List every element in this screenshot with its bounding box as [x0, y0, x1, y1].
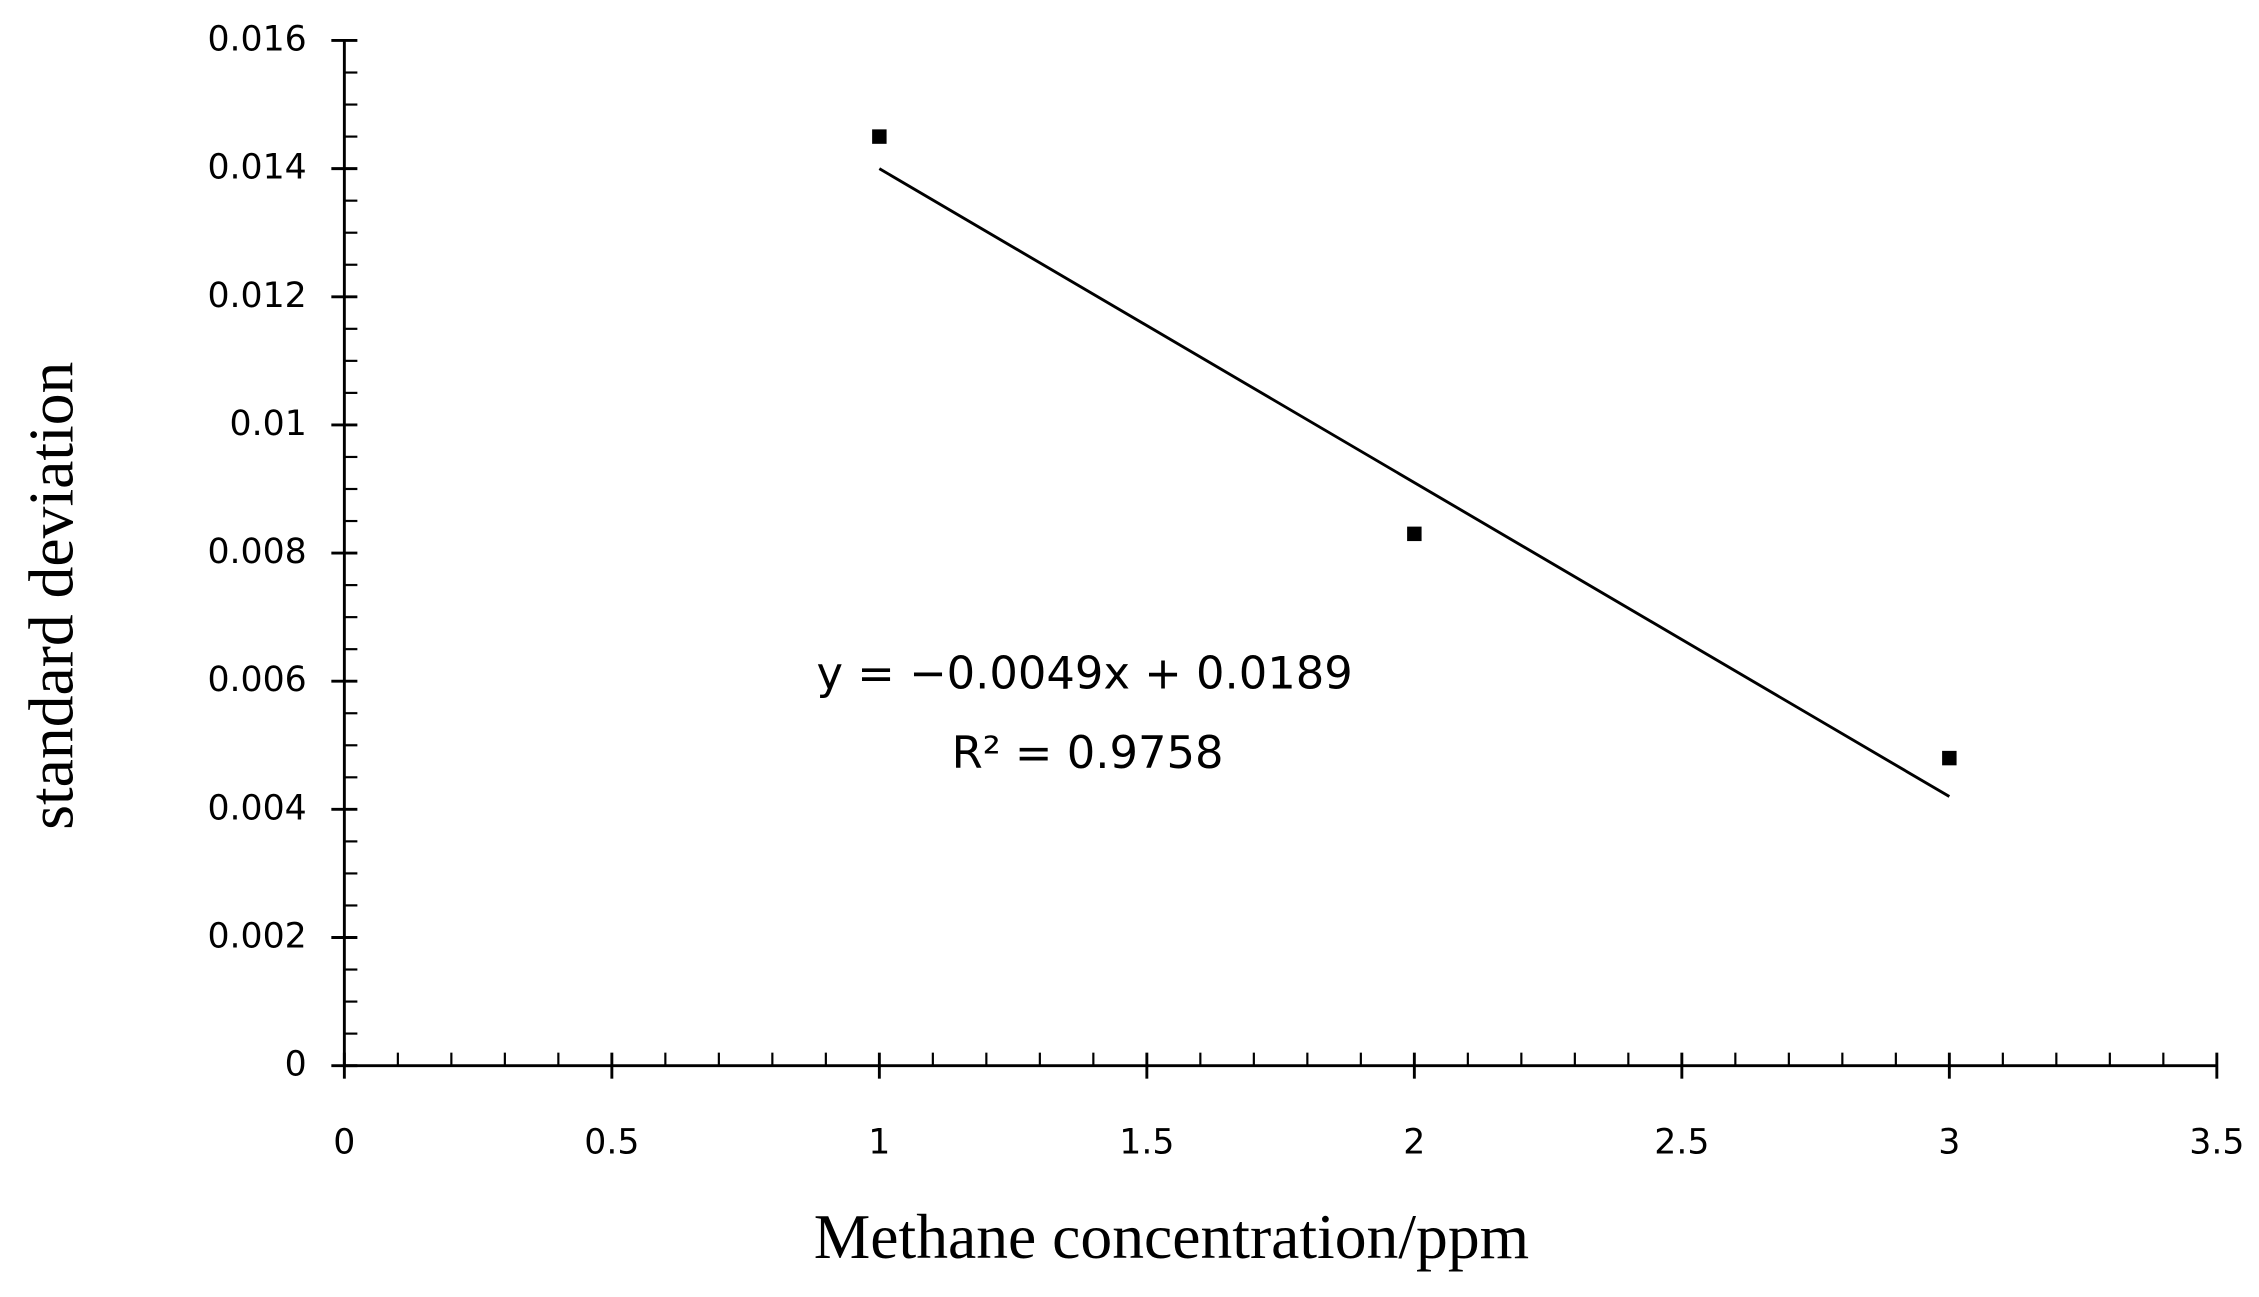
y-tick-label: 0.016 — [207, 19, 306, 59]
trend-equation: y = −0.0049x + 0.0189 — [817, 647, 1353, 700]
y-tick-label: 0 — [285, 1045, 307, 1085]
y-tick-label: 0.012 — [207, 276, 306, 316]
y-axis-title: standard deviation — [16, 362, 87, 830]
y-tick-label: 0.014 — [207, 148, 306, 188]
y-tick-label: 0.006 — [207, 660, 306, 700]
r-squared: R² = 0.9758 — [952, 726, 1224, 779]
y-tick-label: 0.01 — [230, 404, 307, 444]
x-tick-label: 2.5 — [1654, 1123, 1709, 1163]
x-tick-label: 1.5 — [1119, 1123, 1174, 1163]
y-tick-label: 0.008 — [207, 532, 306, 572]
y-tick-label: 0.004 — [207, 788, 306, 828]
x-tick-label: 0 — [333, 1123, 355, 1163]
x-tick-label: 0.5 — [584, 1123, 639, 1163]
x-tick-label: 1 — [868, 1123, 890, 1163]
data-point — [872, 129, 887, 144]
x-tick-label: 3.5 — [2189, 1123, 2244, 1163]
x-tick-label: 3 — [1938, 1123, 1960, 1163]
x-tick-label: 2 — [1403, 1123, 1425, 1163]
trendline — [878, 167, 1951, 798]
x-axis-title: Methane concentration/ppm — [814, 1201, 1529, 1272]
data-point — [1942, 750, 1957, 766]
y-tick-label: 0.002 — [207, 917, 306, 957]
data-point — [1407, 526, 1422, 542]
